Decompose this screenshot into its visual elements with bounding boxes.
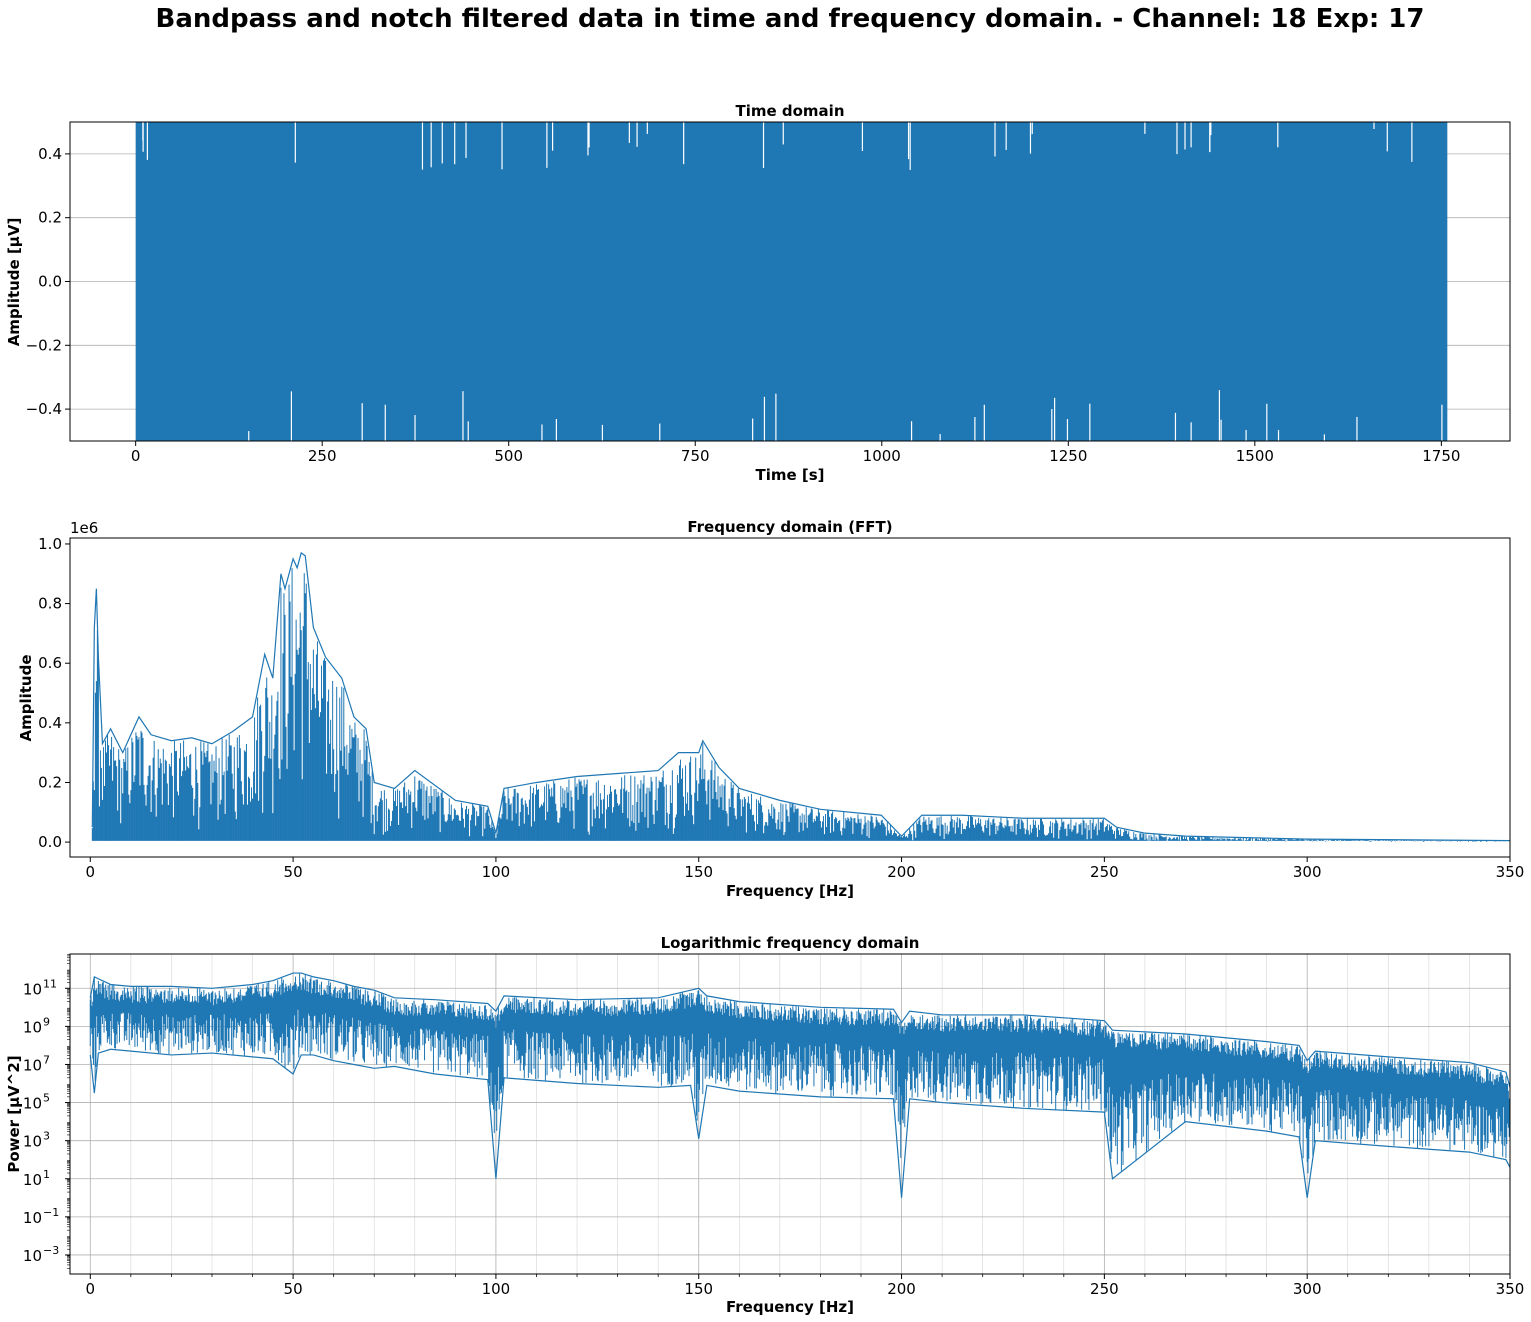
x-tick-label: 300: [1293, 863, 1322, 881]
fft-offset-text: 1e6: [70, 519, 98, 537]
x-tick-label: 250: [1090, 863, 1119, 881]
y-tick-label: 0.4: [38, 145, 62, 163]
fft-xlabel: Frequency [Hz]: [726, 882, 854, 900]
x-tick-label: 100: [482, 1280, 511, 1298]
y-tick-label: 0.0: [38, 273, 62, 291]
x-tick-label: 100: [482, 863, 511, 881]
y-tick-label: 0.2: [38, 773, 62, 791]
x-tick-label: 150: [684, 1280, 713, 1298]
x-tick-label: 1500: [1236, 447, 1274, 465]
y-tick-label: 0.8: [38, 595, 62, 613]
y-tick-label: 0.2: [38, 209, 62, 227]
x-tick-label: 1750: [1422, 447, 1460, 465]
x-tick-label: 1000: [863, 447, 901, 465]
y-tick-label: −0.4: [26, 400, 62, 418]
power-spectrum-line: [89, 973, 1511, 1174]
time-domain-ylabel: Amplitude [µV]: [5, 218, 23, 347]
log-frequency-panel: Logarithmic frequency domain 0 50 100 150 20…: [5, 934, 1524, 1316]
y-tick-exponent: 7: [43, 1053, 50, 1066]
y-tick-label: 10: [23, 980, 42, 998]
x-tick-label: 350: [1496, 863, 1525, 881]
x-tick-label: 50: [284, 1280, 303, 1298]
x-tick-label: 150: [684, 863, 713, 881]
power-upper-envelope: [89, 972, 1511, 1088]
x-tick-label: 0: [86, 863, 96, 881]
time-domain-title: Time domain: [735, 102, 844, 120]
y-tick-exponent: 1: [43, 1168, 50, 1181]
x-tick-label: 250: [1090, 1280, 1119, 1298]
fft-frame: [69, 537, 1511, 858]
x-tick-label: 750: [681, 447, 710, 465]
x-tick-label: 1250: [1049, 447, 1087, 465]
x-tick-label: 350: [1496, 1280, 1525, 1298]
y-tick-label: 0.6: [38, 654, 62, 672]
y-tick-label: 10: [23, 1171, 42, 1189]
fft-panel: Frequency domain (FFT) 0 50 100 150 200 250 30…: [17, 518, 1524, 900]
y-tick-label: 10: [23, 1056, 42, 1074]
fft-amplitude-line: [91, 568, 1511, 842]
y-tick-label: 1.0: [38, 535, 62, 553]
y-tick-exponent: 9: [43, 1015, 50, 1028]
y-tick-exponent: −3: [43, 1244, 59, 1257]
time-signal-band: [135, 122, 1448, 441]
y-tick-exponent: −1: [43, 1206, 59, 1219]
fft-title: Frequency domain (FFT): [687, 518, 892, 536]
figure-suptitle: Bandpass and notch filtered data in time…: [156, 4, 1425, 34]
log-frequency-xlabel: Frequency [Hz]: [726, 1298, 854, 1316]
y-tick-label: 10: [23, 1209, 42, 1227]
y-tick-label: 10: [23, 1247, 42, 1265]
x-tick-label: 500: [494, 447, 523, 465]
x-tick-label: 0: [86, 1280, 96, 1298]
y-tick-exponent: 5: [43, 1092, 50, 1105]
x-tick-label: 50: [284, 863, 303, 881]
x-tick-label: 200: [887, 1280, 916, 1298]
time-domain-panel: Time domain 0 250 500 750 1000 1250 1500 1750 0.…: [5, 102, 1511, 484]
x-tick-label: 250: [308, 447, 337, 465]
y-tick-label: 10: [23, 1133, 42, 1151]
log-frequency-ylabel: Power [µV^2]: [5, 1055, 23, 1172]
y-tick-exponent: 11: [43, 977, 57, 990]
log-frequency-title: Logarithmic frequency domain: [661, 934, 920, 952]
fft-envelope-line: [91, 551, 1511, 842]
y-tick-label: 0.4: [38, 714, 62, 732]
x-tick-label: 300: [1293, 1280, 1322, 1298]
x-tick-label: 200: [887, 863, 916, 881]
time-domain-xlabel: Time [s]: [755, 466, 824, 484]
y-tick-label: −0.2: [26, 336, 62, 354]
y-tick-exponent: 3: [43, 1130, 50, 1143]
y-tick-label: 10: [23, 1018, 42, 1036]
y-tick-label: 10: [23, 1095, 42, 1113]
power-lower-envelope: [89, 1048, 1511, 1198]
fft-ylabel: Amplitude: [17, 654, 35, 741]
y-tick-label: 0.0: [38, 833, 62, 851]
x-tick-label: 0: [131, 447, 141, 465]
log-frequency-frame: [69, 953, 1511, 1275]
